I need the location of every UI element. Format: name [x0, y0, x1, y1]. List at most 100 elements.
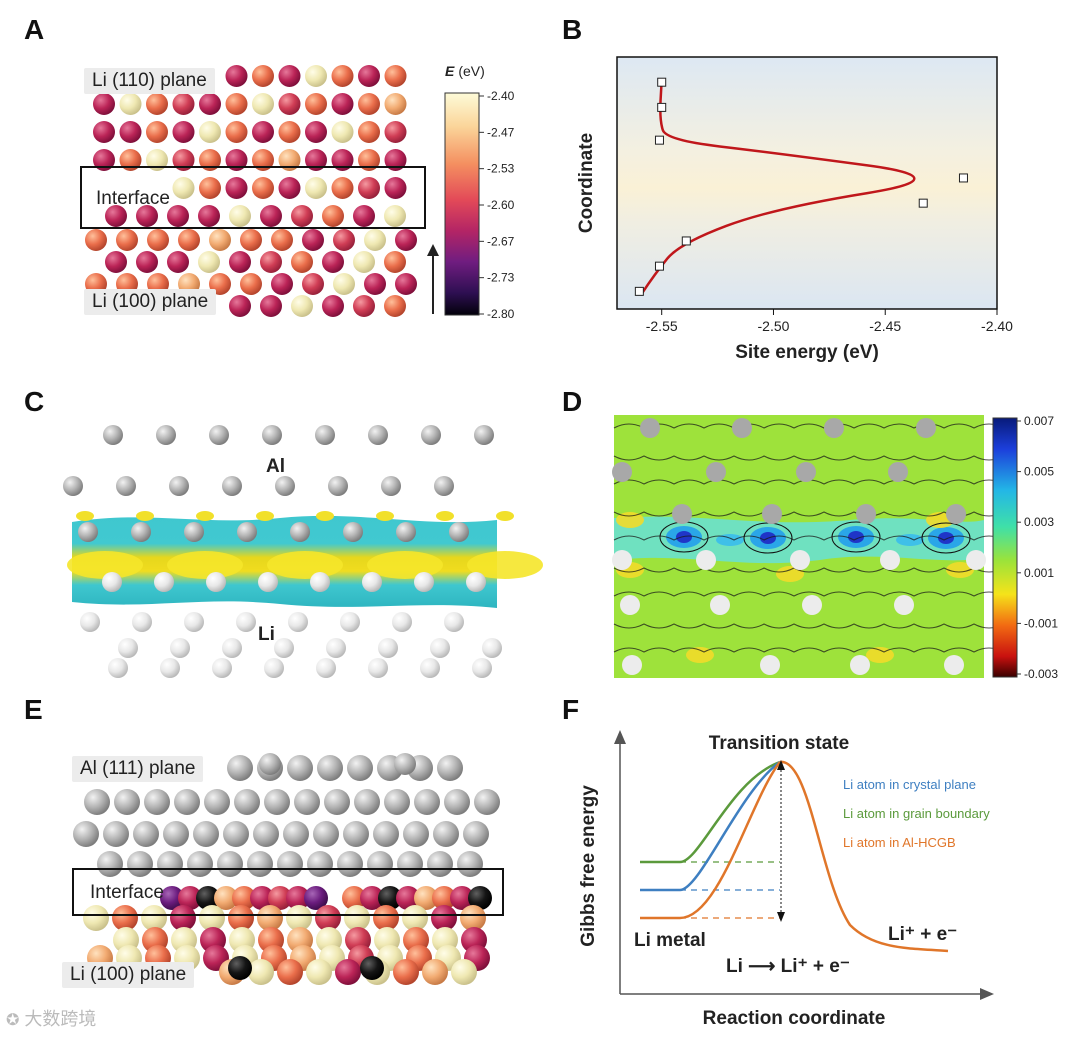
panel-d-contour-line [613, 591, 1005, 597]
panel-d-li-dot [880, 550, 900, 570]
panel-a-atom [172, 121, 195, 143]
panel-a-atom [395, 273, 417, 295]
panel-e-li-atom [228, 905, 254, 931]
panel-b-x-axis-title: Site energy (eV) [735, 342, 879, 363]
panel-c-li-atom [212, 658, 232, 678]
panel-d-al-dot [824, 418, 844, 438]
panel-e-interface-atom [286, 886, 310, 910]
panel-a-arrow-head [427, 244, 439, 256]
panel-d-mid-lobe [716, 534, 744, 546]
panel-a-atom [364, 273, 386, 295]
panel-a-atom [302, 273, 324, 295]
panel-f-product-label: Li⁺ + e⁻ [888, 924, 957, 945]
panel-a-colorbar-title: E (eV) [445, 63, 485, 79]
panel-a-atom [278, 65, 301, 87]
panel-e-al-atom [397, 851, 423, 877]
panel-c-al-atom [103, 425, 123, 445]
panel-c-li-atom [466, 572, 486, 592]
panel-a-atom [331, 177, 354, 199]
panel-a-atom [305, 65, 327, 87]
panel-a-atom [322, 295, 344, 317]
panel-e-interface-atom [396, 886, 420, 910]
panel-a-atom [384, 177, 407, 199]
panel-c-yellow-lobe [67, 551, 143, 579]
panel-f-y-arrow [614, 730, 626, 744]
panel-f-barrier-arrow-bottom [777, 912, 785, 922]
panel-f-transition-state-label: Transition state [709, 733, 849, 754]
panel-e-al-atom [227, 755, 253, 781]
panel-e-interface-atom [178, 886, 202, 910]
panel-c-li-atom [102, 572, 122, 592]
panel-e-al-atom [384, 789, 410, 815]
panel-a-atom [119, 121, 142, 143]
panel-c-li-atom [392, 612, 412, 632]
panel-e-al-atom [277, 851, 303, 877]
panel-d-al-dot [796, 462, 816, 482]
panel-c-al-atom [315, 425, 335, 445]
panel-a-atom [291, 251, 313, 273]
panel-d-li-dot [760, 655, 780, 675]
panel-a-atom [384, 295, 406, 317]
panel-c-li-atom [184, 612, 204, 632]
panel-a-atoms [85, 65, 417, 317]
panel-a-atom [252, 65, 274, 87]
panel-a-atom [199, 149, 221, 171]
panel-letter-b: B [562, 14, 583, 45]
panel-f-li-metal-label: Li metal [634, 930, 706, 951]
panel-a-atom [229, 205, 251, 227]
panel-d-yellow-patch [946, 562, 974, 578]
panel-a-atom [136, 205, 158, 227]
panel-c-li-atom [430, 638, 450, 658]
panel-d-deep-blue-core [848, 531, 864, 543]
panel-letter-e: E [24, 694, 43, 725]
panel-c-li-atom [362, 572, 382, 592]
panel-b-fit-line [640, 79, 916, 295]
panel-e-li-atom [170, 905, 196, 931]
panel-e-al-atom [253, 821, 279, 847]
panel-a-atom [333, 229, 355, 251]
panel-e-al-atom [433, 821, 459, 847]
panel-d-li-dot [850, 655, 870, 675]
panel-e-li-atom [248, 959, 274, 985]
panel-b-x-tick-label: -2.45 [869, 318, 901, 334]
panel-a-atom [229, 251, 251, 273]
panel-a-label-interface: Interface [96, 188, 170, 209]
panel-d-al-dot [916, 418, 936, 438]
panel-c-li-atom [132, 612, 152, 632]
panel-d-contour-line [613, 423, 1005, 429]
panel-e-interface-atom [378, 886, 402, 910]
panel-e-al-atom [157, 851, 183, 877]
panel-c-yellow-lobe [167, 551, 243, 579]
panel-a-atom [358, 177, 380, 199]
panel-a-interface-box [80, 166, 426, 229]
panel-e-li-atom [335, 959, 361, 985]
panel-a-colorbar-tick-label: -2.80 [487, 307, 515, 321]
panel-e-li-atom [451, 959, 477, 985]
panel-f-curve-fall [779, 760, 949, 953]
panel-f-y-axis-title: Gibbs free energy [578, 785, 599, 947]
panel-a-atom [271, 229, 293, 251]
panel-a-atom [260, 205, 282, 227]
panel-a-atom [93, 149, 115, 171]
panel-d-li-dot [622, 655, 642, 675]
panel-e-al-atom [414, 789, 440, 815]
panel-e-al-atom [457, 851, 483, 877]
panel-b-data-point [654, 135, 664, 145]
panel-e-interface-atom [250, 886, 274, 910]
panel-e-li-atom [286, 905, 312, 931]
panel-a-atom [93, 93, 115, 115]
panel-f-barrier-arrow-top [777, 760, 785, 770]
panel-a-colorbar-tick-label: -2.73 [487, 271, 515, 285]
panel-c-al-atom [222, 476, 242, 496]
panel-e-al-atom [343, 821, 369, 847]
panel-d-li-dot [966, 550, 986, 570]
panel-e-al-atom [324, 789, 350, 815]
panel-a-atom [119, 93, 142, 115]
panel-a-atom [178, 229, 200, 251]
panel-e-al-atom [287, 755, 313, 781]
panel-a-atom [240, 273, 262, 295]
panel-c-li-atom [170, 638, 190, 658]
panel-c-yellow-lobe [267, 551, 343, 579]
panel-f-curve-rise [640, 761, 781, 920]
